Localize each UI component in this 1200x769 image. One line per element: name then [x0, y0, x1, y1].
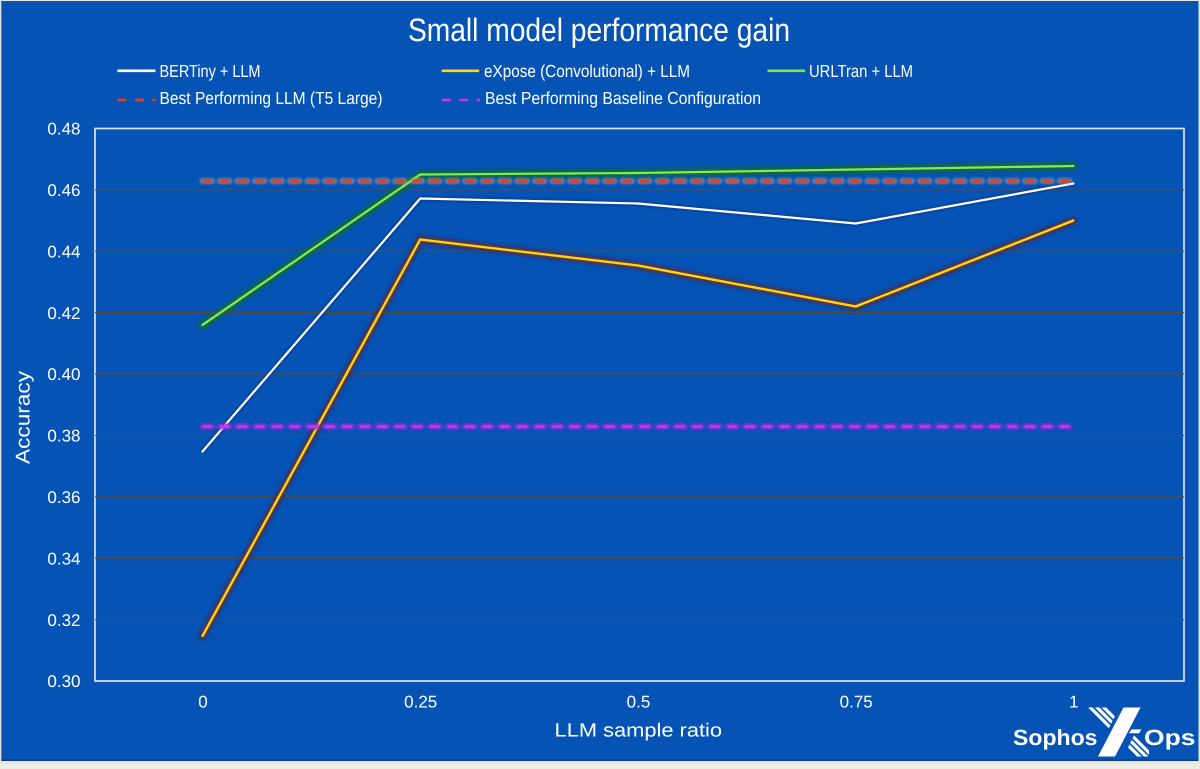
svg-text:0.75: 0.75: [840, 693, 873, 712]
svg-text:eXpose (Convolutional) + LLM: eXpose (Convolutional) + LLM: [484, 61, 690, 81]
svg-text:URLTran + LLM: URLTran + LLM: [809, 61, 913, 81]
svg-text:0.42: 0.42: [47, 304, 80, 323]
svg-text:Small model performance gain: Small model performance gain: [408, 12, 790, 48]
svg-text:LLM sample ratio: LLM sample ratio: [555, 720, 723, 741]
svg-text:0.32: 0.32: [47, 611, 80, 630]
svg-text:0: 0: [198, 693, 207, 712]
svg-text:Best Performing LLM (T5 Large): Best Performing LLM (T5 Large): [160, 88, 383, 108]
svg-text:1: 1: [1069, 693, 1078, 712]
svg-text:Accuracy: Accuracy: [13, 371, 35, 464]
svg-text:0.36: 0.36: [47, 488, 80, 507]
svg-text:Best Performing Baseline Confi: Best Performing Baseline Configuration: [485, 88, 761, 108]
svg-text:0.30: 0.30: [47, 672, 80, 691]
svg-text:0.44: 0.44: [47, 242, 80, 261]
svg-text:BERTiny + LLM: BERTiny + LLM: [160, 61, 261, 81]
svg-text:0.38: 0.38: [47, 427, 80, 446]
svg-text:0.46: 0.46: [47, 181, 80, 200]
svg-text:0.34: 0.34: [47, 549, 80, 568]
svg-text:0.5: 0.5: [627, 693, 651, 712]
svg-text:Sophos: Sophos: [1013, 725, 1098, 750]
svg-text:0.25: 0.25: [404, 693, 437, 712]
svg-text:0.40: 0.40: [47, 365, 80, 384]
svg-text:0.48: 0.48: [47, 120, 80, 139]
svg-text:Ops: Ops: [1144, 725, 1196, 750]
